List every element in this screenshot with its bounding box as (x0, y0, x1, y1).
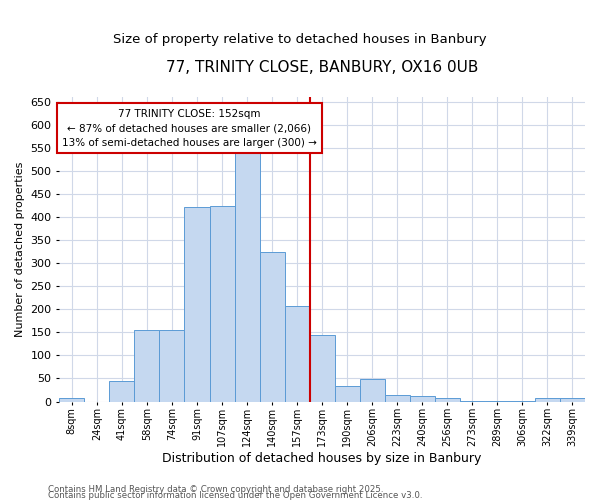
Y-axis label: Number of detached properties: Number of detached properties (15, 162, 25, 337)
Bar (184, 207, 209, 402)
Bar (235, 152, 260, 402)
Bar (109, 381, 134, 402)
Bar (460, 400, 485, 402)
Bar (360, 379, 385, 402)
Text: Contains public sector information licensed under the Open Government Licence v3: Contains public sector information licen… (48, 490, 422, 500)
Bar (435, 398, 460, 402)
Bar (535, 398, 560, 402)
Bar (134, 330, 160, 402)
Bar (560, 398, 585, 402)
Bar (59, 398, 85, 402)
Text: 77 TRINITY CLOSE: 152sqm
← 87% of detached houses are smaller (2,066)
13% of sem: 77 TRINITY CLOSE: 152sqm ← 87% of detach… (62, 108, 317, 148)
Bar (260, 252, 284, 402)
X-axis label: Distribution of detached houses by size in Banbury: Distribution of detached houses by size … (163, 452, 482, 465)
Text: Size of property relative to detached houses in Banbury: Size of property relative to detached ho… (113, 32, 487, 46)
Bar (310, 334, 335, 402)
Title: 77, TRINITY CLOSE, BANBURY, OX16 0UB: 77, TRINITY CLOSE, BANBURY, OX16 0UB (166, 60, 478, 75)
Bar (385, 395, 410, 402)
Bar (209, 206, 235, 402)
Bar (284, 306, 310, 402)
Bar (160, 330, 184, 402)
Bar (410, 396, 435, 402)
Bar (335, 386, 360, 402)
Text: Contains HM Land Registry data © Crown copyright and database right 2025.: Contains HM Land Registry data © Crown c… (48, 485, 383, 494)
